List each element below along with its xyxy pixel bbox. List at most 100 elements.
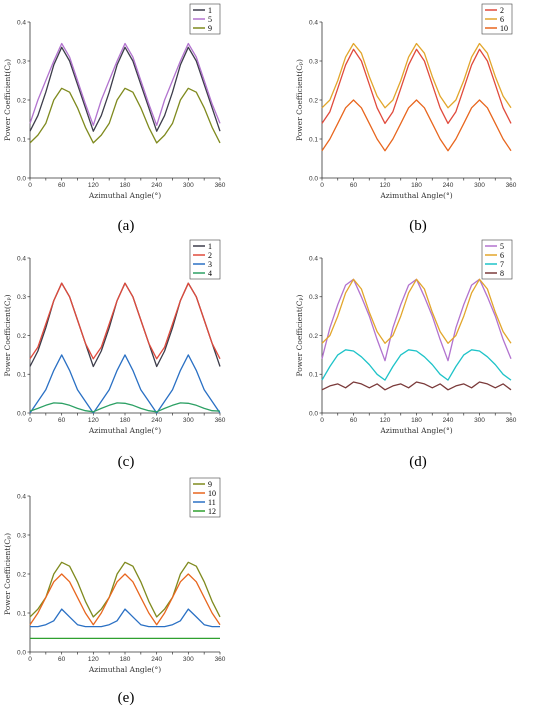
- x-tick-label: 300: [183, 182, 194, 189]
- y-tick-label: 0.3: [309, 294, 318, 301]
- y-tick-label: 0.2: [309, 333, 318, 340]
- y-tick-label: 0.1: [17, 372, 26, 379]
- series-line-6: [321, 42, 512, 109]
- x-tick-label: 60: [350, 182, 358, 189]
- y-axis-title: Power Coefficient(Cₚ): [295, 294, 304, 376]
- legend-label: 5: [208, 15, 212, 24]
- x-tick-label: 360: [506, 182, 517, 189]
- series-line-4: [29, 402, 221, 413]
- x-tick-label: 180: [411, 182, 422, 189]
- y-tick-label: 0.2: [17, 333, 26, 340]
- legend-label: 6: [500, 251, 504, 260]
- y-tick-label: 0.0: [17, 649, 26, 656]
- y-axis-title: Power Coefficient(Cₚ): [3, 533, 12, 615]
- panel-label: (e): [118, 690, 135, 706]
- legend-label: 5: [500, 242, 504, 251]
- y-tick-label: 0.1: [17, 610, 26, 617]
- x-tick-label: 180: [120, 656, 131, 663]
- x-tick-label: 0: [320, 417, 324, 424]
- chart-panel: 0 60 120 180 240 300 360 0.0 0.1 0.2 0.3 0.4 Azimuth…: [3, 477, 226, 706]
- y-tick-label: 0.4: [17, 493, 26, 500]
- legend-label: 9: [208, 24, 212, 33]
- x-tick-label: 360: [215, 182, 226, 189]
- y-tick-label: 0.2: [17, 97, 26, 104]
- x-tick-label: 240: [151, 417, 162, 424]
- legend-label: 1: [208, 242, 212, 251]
- series-line-8: [321, 381, 512, 391]
- x-axis-title: Azimuthal Angle(°): [88, 665, 161, 674]
- x-tick-label: 240: [151, 656, 162, 663]
- y-tick-label: 0.0: [309, 410, 318, 417]
- panel-label: (c): [118, 454, 135, 470]
- x-tick-label: 240: [443, 417, 454, 424]
- x-tick-label: 360: [215, 417, 226, 424]
- series-line-5: [29, 42, 221, 126]
- series-line-9: [29, 87, 221, 144]
- y-axis-title: Power Coefficient(Cₚ): [295, 59, 304, 141]
- y-tick-label: 0.4: [309, 19, 318, 26]
- legend-label: 6: [500, 15, 504, 24]
- y-axis-title: Power Coefficient(Cₚ): [3, 294, 12, 376]
- x-tick-label: 60: [58, 182, 66, 189]
- legend-label: 9: [208, 480, 212, 489]
- x-tick-label: 120: [88, 417, 99, 424]
- x-axis-title: Azimuthal Angle(°): [88, 426, 161, 435]
- y-tick-label: 0.3: [17, 532, 26, 539]
- chart-panel: 0 60 120 180 240 300 360 0.0 0.1 0.2 0.3 0.4 Azimuth…: [3, 239, 226, 470]
- legend-label: 1: [208, 6, 212, 15]
- x-axis-title: Azimuthal Angle(°): [379, 191, 452, 200]
- legend-label: 8: [500, 269, 504, 278]
- series-line-5: [321, 278, 512, 362]
- y-tick-label: 0.2: [17, 571, 26, 578]
- y-tick-label: 0.2: [309, 97, 318, 104]
- y-tick-label: 0.0: [309, 175, 318, 182]
- y-tick-label: 0.1: [309, 136, 318, 143]
- legend: 159: [189, 3, 221, 35]
- y-tick-label: 0.4: [17, 255, 26, 262]
- legend-label: 2: [500, 6, 504, 15]
- x-tick-label: 180: [120, 182, 131, 189]
- x-tick-label: 300: [474, 417, 485, 424]
- series-line-7: [321, 349, 512, 381]
- x-tick-label: 120: [380, 182, 391, 189]
- y-tick-label: 0.3: [17, 58, 26, 65]
- y-tick-label: 0.4: [17, 19, 26, 26]
- x-tick-label: 120: [88, 182, 99, 189]
- y-tick-label: 0.4: [309, 255, 318, 262]
- y-tick-label: 0.0: [17, 175, 26, 182]
- legend-label: 7: [500, 260, 504, 269]
- x-tick-label: 120: [88, 656, 99, 663]
- legend-label: 12: [208, 507, 216, 516]
- y-tick-label: 0.1: [17, 136, 26, 143]
- series-line-9: [29, 561, 221, 618]
- series-line-2: [29, 282, 221, 360]
- series-line-6: [321, 278, 512, 344]
- series-line-1: [29, 46, 221, 132]
- x-tick-label: 60: [350, 417, 358, 424]
- legend-label: 4: [208, 269, 212, 278]
- chart-panel: 0 60 120 180 240 300 360 0.0 0.1 0.2 0.3 0.4 Azimuth…: [295, 3, 517, 234]
- x-tick-label: 0: [320, 182, 324, 189]
- series-line-1: [29, 282, 221, 368]
- series-line-10: [321, 99, 512, 152]
- x-tick-label: 360: [215, 656, 226, 663]
- x-tick-label: 180: [411, 417, 422, 424]
- x-tick-label: 60: [58, 417, 66, 424]
- series-line-11: [30, 608, 220, 628]
- x-tick-label: 60: [58, 656, 66, 663]
- x-tick-label: 300: [474, 182, 485, 189]
- x-axis-title: Azimuthal Angle(°): [88, 191, 161, 200]
- chart-panel: 0 60 120 180 240 300 360 0.0 0.1 0.2 0.3 0.4 Azimuth…: [3, 3, 226, 234]
- legend-label: 10: [208, 489, 216, 498]
- y-axis-title: Power Coefficient(Cₚ): [3, 59, 12, 141]
- x-axis-title: Azimuthal Angle(°): [379, 426, 452, 435]
- y-tick-label: 0.1: [309, 372, 318, 379]
- x-tick-label: 180: [120, 417, 131, 424]
- legend-label: 10: [500, 24, 508, 33]
- chart-panel: 0 60 120 180 240 300 360 0.0 0.1 0.2 0.3 0.4 Azimuth…: [295, 239, 517, 470]
